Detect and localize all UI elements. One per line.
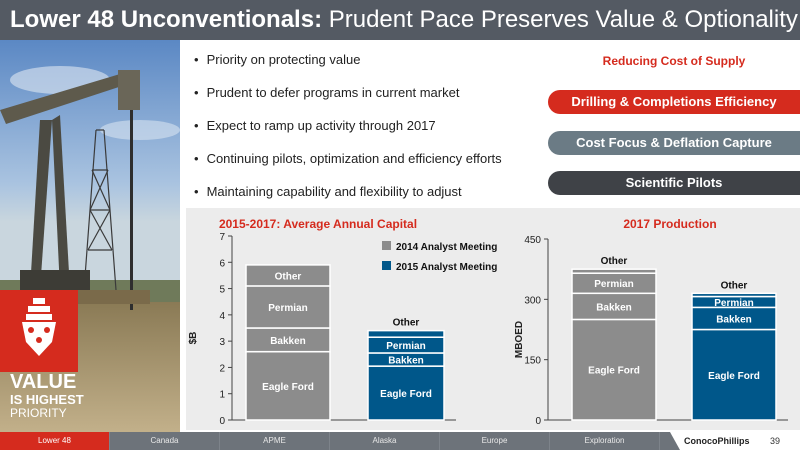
bar-segment-other [691, 292, 777, 298]
segment-label: Permian [714, 298, 753, 309]
legend-swatch [382, 241, 391, 250]
y-axis-label: MBOED [514, 321, 525, 358]
section-nav: Lower 48 Canada APME Alaska Europe Explo… [0, 432, 660, 450]
charts-panel: 2015-2017: Average Annual Capital 0 1 2 3 4 5 6… [186, 208, 800, 430]
segment-label: Eagle Ford [380, 389, 432, 400]
nav-tab-apme[interactable]: APME [220, 432, 330, 450]
y-tick-label: 4 [219, 311, 225, 322]
value-line-1: VALUE [10, 371, 77, 393]
segment-label: Permian [594, 279, 633, 290]
y-tick-label: 2 [219, 363, 225, 374]
bullet-item: Prudent to defer programs in current mar… [194, 85, 544, 118]
page-title: Lower 48 Unconventionals: Prudent Pace P… [10, 6, 798, 34]
bar-segment-bakken [571, 292, 657, 321]
nav-tab-exploration[interactable]: Exploration [550, 432, 660, 450]
segment-label: Bakken [270, 336, 306, 347]
y-tick-label: 5 [219, 285, 225, 296]
segment-label: Eagle Ford [708, 371, 760, 382]
page-number: 39 [770, 436, 781, 446]
legend-swatch [382, 261, 391, 270]
legend-entry: 2015 Analyst Meeting [396, 262, 497, 273]
nav-tab-alaska[interactable]: Alaska [330, 432, 440, 450]
segment-label: Permian [268, 303, 307, 314]
bar-segment-eagle-ford [571, 318, 657, 421]
y-tick-label: 3 [219, 337, 225, 348]
segment-label: Bakken [716, 314, 752, 325]
charts-svg: 2015-2017: Average Annual Capital 0 1 2 3 4 5 6… [188, 217, 788, 427]
pill-scientific-pilots: Scientific Pilots [548, 171, 800, 195]
y-tick-label: 0 [219, 416, 225, 427]
y-tick-label: 0 [535, 416, 541, 427]
bar-segment-other [367, 329, 445, 338]
bullet-item: Continuing pilots, optimization and effi… [194, 151, 544, 184]
bar-segment-other [245, 264, 331, 287]
bar-segment-other [571, 268, 657, 274]
legend-entry: 2014 Analyst Meeting [396, 242, 497, 253]
y-axis-label: $B [188, 332, 199, 345]
segment-label: Other [601, 256, 628, 267]
value-line-2: IS HIGHEST [10, 392, 84, 407]
title-bar: Lower 48 Unconventionals: Prudent Pace P… [0, 0, 800, 40]
footer: Lower 48 Canada APME Alaska Europe Explo… [0, 432, 800, 450]
nav-arrow-icon [660, 432, 680, 450]
nav-tab-lower-48[interactable]: Lower 48 [0, 432, 110, 450]
segment-label: Bakken [596, 302, 632, 313]
nav-tab-europe[interactable]: Europe [440, 432, 550, 450]
y-tick-label: 6 [219, 258, 225, 269]
bar-segment-eagle-ford [367, 365, 445, 421]
bullet-item: Expect to ramp up activity through 2017 [194, 118, 544, 151]
nav-tab-canada[interactable]: Canada [110, 432, 220, 450]
chart-title: 2017 Production [623, 217, 716, 231]
value-text: VALUE IS HIGHEST PRIORITY [10, 372, 84, 419]
value-line-3: PRIORITY [10, 406, 67, 420]
y-tick-label: 7 [219, 232, 225, 243]
company-logo: ConocoPhillips [684, 436, 750, 446]
y-tick-label: 1 [219, 390, 225, 401]
pill-drilling-efficiency: Drilling & Completions Efficiency [548, 90, 800, 114]
segment-label: Other [721, 280, 748, 291]
title-bold: Lower 48 Unconventionals: [10, 6, 323, 33]
bullet-item: Maintaining capability and flexibility t… [194, 184, 544, 217]
segment-label: Permian [386, 341, 425, 352]
chart-title: 2015-2017: Average Annual Capital [219, 217, 417, 231]
segment-label: Bakken [388, 356, 424, 367]
bullet-list: Priority on protecting value Prudent to … [194, 52, 544, 217]
bullet-item: Priority on protecting value [194, 52, 544, 85]
y-tick-label: 150 [524, 356, 541, 367]
segment-label: Eagle Ford [588, 366, 640, 377]
pill-cost-focus: Cost Focus & Deflation Capture [548, 131, 800, 155]
y-tick-label: 450 [524, 235, 541, 246]
drill-bit-icon [22, 298, 56, 356]
value-badge [0, 290, 78, 372]
title-rest: Prudent Pace Preserves Value & Optionali… [322, 6, 798, 33]
y-tick-label: 300 [524, 295, 541, 306]
segment-label: Other [393, 318, 420, 329]
cost-heading: Reducing Cost of Supply [602, 54, 746, 68]
segment-label: Other [275, 271, 302, 282]
segment-label: Eagle Ford [262, 382, 314, 393]
